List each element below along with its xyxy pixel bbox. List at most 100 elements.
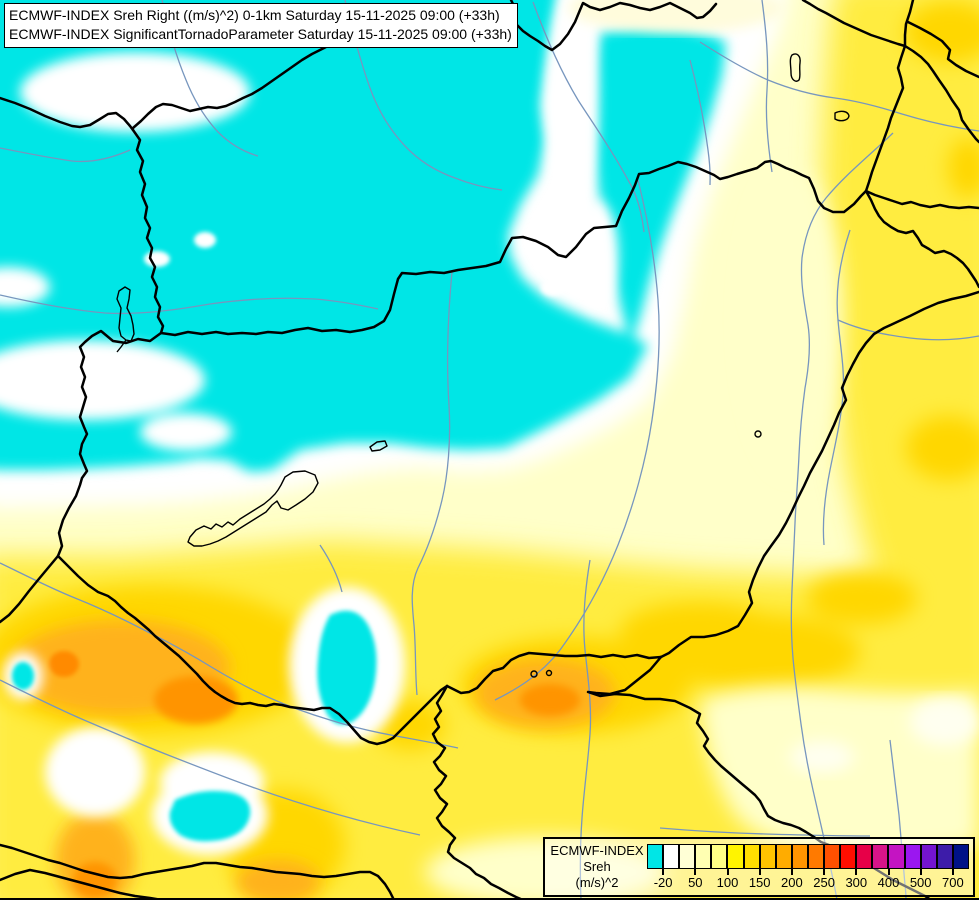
country-border-segment <box>0 96 135 132</box>
map-title-line2: ECMWF-INDEX SignificantTornadoParameter … <box>9 26 512 42</box>
river <box>837 319 979 341</box>
legend-tick-label: 400 <box>877 875 900 890</box>
map-frame-bottom <box>0 898 979 900</box>
legend-tick-mark <box>726 869 729 875</box>
legend-color-cell <box>695 844 712 869</box>
lakes <box>116 53 850 678</box>
legend-color-cell <box>727 844 744 869</box>
legend-color-cell <box>856 844 873 869</box>
river <box>699 41 979 132</box>
river <box>761 0 773 173</box>
legend-title-line3: (m/s)^2 <box>575 875 619 890</box>
river <box>319 544 343 593</box>
legend-color-cell <box>791 844 808 869</box>
small-lake-outline <box>789 53 801 82</box>
country-border-segment <box>0 868 164 900</box>
legend-tick-label: 150 <box>748 875 771 890</box>
legend-tick-label: -20 <box>653 875 673 890</box>
legend-tick-mark <box>694 869 697 875</box>
country-border-segment <box>864 189 979 210</box>
legend-title-line2: Sreh <box>583 859 611 874</box>
country-border-segment <box>56 329 163 558</box>
legend-tick-mark <box>823 869 826 875</box>
river <box>579 559 592 900</box>
legend-color-cell <box>952 844 969 869</box>
country-border-segment <box>0 843 396 900</box>
country-border-segment <box>131 128 165 335</box>
legend-tick-mark <box>887 869 890 875</box>
south-cyan-pockets <box>12 610 377 842</box>
legend-tick-label: 300 <box>845 875 868 890</box>
map-title-line1: ECMWF-INDEX Sreh Right ((m/s)^2) 0-1km S… <box>9 7 500 23</box>
pale-top-strip <box>568 0 784 33</box>
legend-color-cell <box>743 844 760 869</box>
deepest-orange-spot <box>49 651 79 677</box>
pale-zones <box>425 170 979 900</box>
river <box>0 294 379 315</box>
small-lake-outline <box>545 669 553 677</box>
legend-tick-mark <box>919 869 922 875</box>
river <box>790 132 894 900</box>
lake-tisza-outline <box>369 440 388 452</box>
country-border-segment <box>445 651 663 695</box>
legend-tick-label: 500 <box>909 875 932 890</box>
river <box>0 147 131 163</box>
legend-color-bar <box>647 844 969 869</box>
country-border-segment <box>56 554 449 746</box>
near-white-spots-southeast <box>790 698 979 773</box>
river <box>659 827 871 837</box>
country-border-segment <box>864 0 915 193</box>
legend-color-cell <box>807 844 825 869</box>
country-border-segment <box>903 44 979 144</box>
legend-tick-mark <box>855 869 858 875</box>
river <box>411 271 453 696</box>
country-border-segment <box>659 290 979 659</box>
legend-color-cell <box>904 844 921 869</box>
river <box>532 1 645 233</box>
country-border-segment <box>0 554 60 624</box>
country-border-segment <box>864 189 979 289</box>
legend-color-cell <box>936 844 953 869</box>
legend-color-cell <box>824 844 841 869</box>
small-white-specks <box>144 218 606 296</box>
small-lake-outline <box>834 110 850 122</box>
river <box>494 179 660 701</box>
legend-tick-label: 50 <box>688 875 703 890</box>
country-border-segment <box>131 43 332 130</box>
river <box>689 59 711 186</box>
lake-balaton-outline <box>187 470 319 547</box>
legend-tick-label: 250 <box>813 875 835 890</box>
legend-tick-label: 100 <box>716 875 739 890</box>
legend-ticks: -20 50 100 150 200 250 300 400 500 700 <box>545 839 973 895</box>
legend-tick-label: 200 <box>781 875 803 890</box>
legend-color-cell <box>759 844 776 869</box>
river <box>344 0 503 191</box>
legend-color-cell <box>711 844 728 869</box>
legend-color-cell <box>920 844 937 869</box>
legend-tick-mark <box>758 869 761 875</box>
river <box>0 562 459 749</box>
legend-color-cell <box>775 844 792 869</box>
lake-neusiedl-outline <box>116 286 135 353</box>
legend-tick-mark <box>662 869 665 875</box>
map-title-box: ECMWF-INDEX Sreh Right ((m/s)^2) 0-1km S… <box>4 3 518 48</box>
legend-color-cell <box>888 844 905 869</box>
color-scale-legend: ECMWF-INDEX Sreh (m/s)^2 -20 50 100 150 200 2… <box>543 837 975 897</box>
country-border-segment <box>906 20 979 79</box>
small-lake-outline <box>754 430 762 438</box>
legend-tick-mark <box>951 869 954 875</box>
legend-title-line1: ECMWF-INDEX <box>550 843 644 858</box>
small-lake-outline <box>530 670 538 678</box>
country-border-segment <box>159 159 868 337</box>
legend-tick-mark <box>790 869 793 875</box>
south-white-halos <box>3 587 405 855</box>
legend-color-cell <box>840 844 857 869</box>
river <box>0 679 421 836</box>
country-border-segment <box>801 0 907 48</box>
legend-color-cell <box>679 844 696 869</box>
legend-color-cell <box>647 844 664 869</box>
